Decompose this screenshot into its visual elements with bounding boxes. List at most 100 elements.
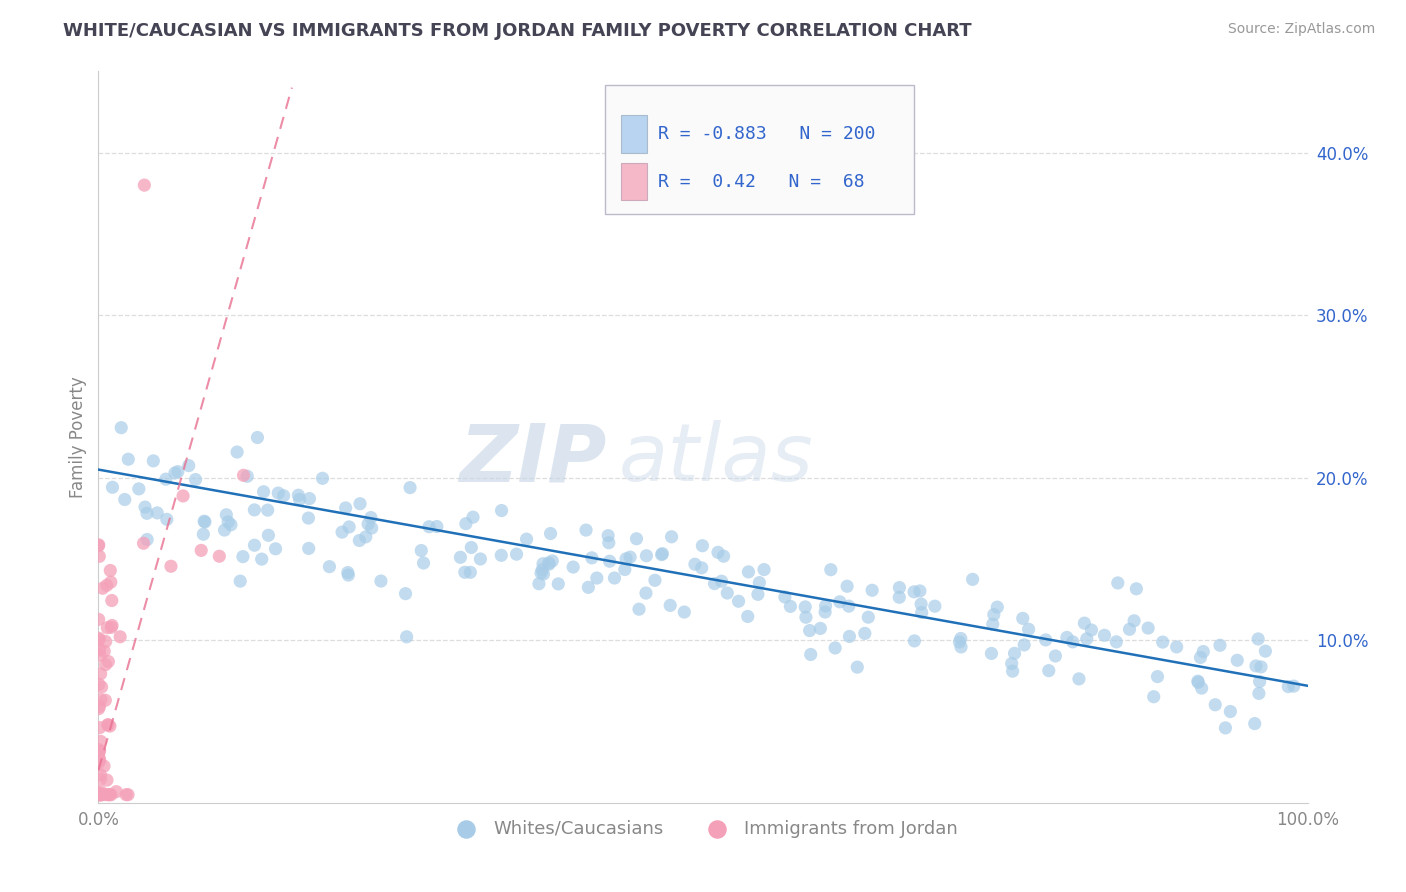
Point <box>683 558 706 572</box>
Point <box>163 466 186 480</box>
Point <box>1219 705 1241 719</box>
Point <box>950 640 973 654</box>
Point <box>89 549 111 564</box>
Point <box>100 575 122 590</box>
Point <box>1187 675 1209 690</box>
Point <box>156 512 179 526</box>
Point <box>357 517 380 532</box>
Point <box>90 680 112 694</box>
Point <box>87 756 110 770</box>
Point <box>1118 622 1140 636</box>
Point <box>134 178 156 193</box>
Text: R =  0.42   N =  68: R = 0.42 N = 68 <box>658 173 865 191</box>
Point <box>395 630 418 644</box>
Point <box>100 620 122 634</box>
Point <box>603 571 626 585</box>
Point <box>96 773 118 788</box>
Point <box>962 573 984 587</box>
Legend: Whites/Caucasians, Immigrants from Jordan: Whites/Caucasians, Immigrants from Jorda… <box>440 813 966 845</box>
Point <box>547 577 569 591</box>
Point <box>97 717 120 731</box>
Point <box>87 702 110 716</box>
Point <box>232 549 254 564</box>
Point <box>97 718 120 732</box>
Point <box>136 506 159 520</box>
Point <box>219 517 242 532</box>
Point <box>889 581 911 595</box>
Point <box>89 788 111 802</box>
Point <box>89 788 111 802</box>
Point <box>910 597 932 611</box>
Point <box>101 593 124 607</box>
Point <box>454 566 477 580</box>
Point <box>87 539 110 553</box>
Point <box>1247 632 1270 646</box>
Point <box>1073 616 1095 631</box>
Point <box>575 523 598 537</box>
Point <box>1191 681 1213 695</box>
Point <box>527 576 550 591</box>
Point <box>820 563 842 577</box>
Point <box>94 634 117 648</box>
Point <box>117 452 139 467</box>
Point <box>531 563 554 577</box>
Point <box>1001 664 1024 678</box>
Point <box>838 629 860 643</box>
Point <box>449 550 471 565</box>
Point <box>89 648 111 663</box>
Point <box>243 503 266 517</box>
Point <box>1125 582 1147 596</box>
Point <box>87 677 110 691</box>
Point <box>853 626 876 640</box>
Point <box>1062 635 1084 649</box>
Point <box>97 655 120 669</box>
Point <box>703 576 725 591</box>
Point <box>90 734 112 748</box>
Point <box>90 788 112 802</box>
Point <box>541 554 564 568</box>
Point <box>288 492 311 507</box>
Point <box>90 788 112 802</box>
Point <box>661 530 683 544</box>
Point <box>903 585 925 599</box>
Point <box>336 566 359 580</box>
Point <box>117 788 139 802</box>
Point <box>814 605 837 619</box>
Point <box>1146 669 1168 683</box>
Point <box>132 536 155 550</box>
Point <box>614 551 637 566</box>
Point <box>983 607 1005 622</box>
Text: R = -0.883   N = 200: R = -0.883 N = 200 <box>658 125 876 143</box>
Point <box>337 520 360 534</box>
Point <box>297 511 319 525</box>
Point <box>360 521 382 535</box>
Point <box>128 482 150 496</box>
Point <box>89 754 111 768</box>
Point <box>172 489 194 503</box>
Point <box>1143 690 1166 704</box>
Point <box>1123 614 1146 628</box>
Point <box>94 657 117 672</box>
Point <box>87 632 110 647</box>
Point <box>1035 632 1057 647</box>
Point <box>89 788 111 802</box>
Point <box>94 693 117 707</box>
Point <box>858 610 880 624</box>
Point <box>98 719 121 733</box>
Point <box>1105 635 1128 649</box>
Point <box>986 600 1008 615</box>
Point <box>531 557 554 571</box>
Point <box>1243 716 1265 731</box>
Point <box>634 586 657 600</box>
Point <box>537 558 560 572</box>
Point <box>96 621 118 635</box>
Point <box>1038 664 1060 678</box>
Point <box>837 579 859 593</box>
Point <box>1215 721 1237 735</box>
Point <box>838 599 860 614</box>
Point <box>799 624 821 638</box>
Point <box>91 581 114 595</box>
Point <box>115 788 138 802</box>
Point <box>949 632 972 646</box>
Point <box>108 630 131 644</box>
